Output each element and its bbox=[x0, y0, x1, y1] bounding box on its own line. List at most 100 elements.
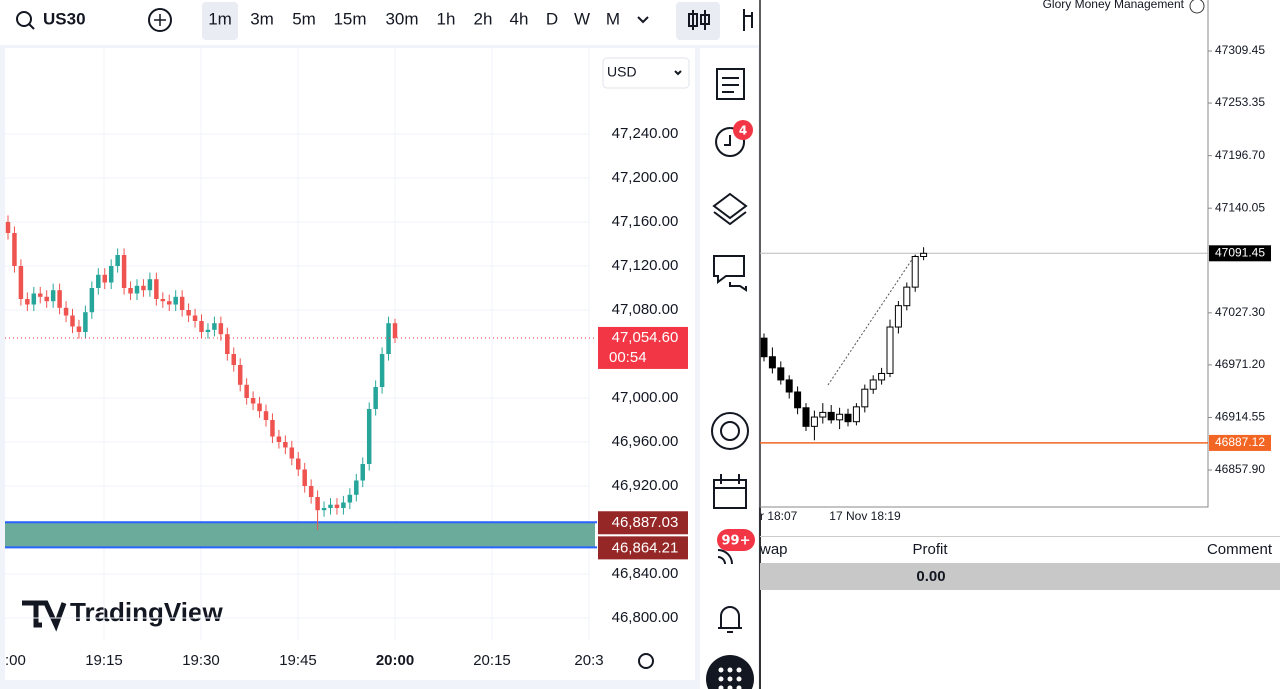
y-tick-label: 46,920.00 bbox=[612, 477, 679, 494]
watchlist-icon[interactable] bbox=[716, 68, 745, 100]
candle-body bbox=[25, 299, 30, 305]
timeframe[interactable]: 30m bbox=[385, 9, 418, 28]
apps-dot bbox=[736, 667, 742, 673]
search-icon[interactable] bbox=[16, 11, 32, 27]
candle-body bbox=[63, 307, 69, 316]
candle-body bbox=[263, 411, 269, 420]
candle-body bbox=[257, 403, 262, 412]
timeframe[interactable]: 1h bbox=[437, 9, 456, 28]
total-row bbox=[760, 563, 1280, 590]
candle-body bbox=[250, 398, 256, 404]
logo: TradingView bbox=[70, 597, 223, 627]
smiley bbox=[1189, 0, 1205, 14]
x-tick-label: 19:30 bbox=[182, 652, 220, 669]
candle-body bbox=[83, 312, 88, 332]
candle-body bbox=[205, 329, 211, 332]
candle-body bbox=[31, 293, 37, 305]
candle-body bbox=[5, 222, 11, 233]
table-top bbox=[760, 536, 1280, 537]
price-tag bbox=[598, 326, 688, 369]
timeframe[interactable]: 2h bbox=[474, 9, 493, 28]
layers-icon[interactable] bbox=[712, 192, 748, 226]
y-tick-label: 47,080.00 bbox=[612, 301, 679, 318]
chat-icon[interactable] bbox=[713, 255, 747, 292]
x-tick-label: 17 Nov 18:19 bbox=[829, 509, 901, 523]
symbol[interactable]: US30 bbox=[43, 9, 86, 28]
add-symbol[interactable] bbox=[148, 8, 172, 32]
timeframe[interactable]: 15m bbox=[333, 9, 366, 28]
price-tag-label: 47,054.60 bbox=[612, 329, 679, 346]
y-tick-label: 47253.35 bbox=[1215, 95, 1265, 109]
candle-body bbox=[903, 286, 911, 307]
candle-body bbox=[212, 323, 217, 330]
candle-body bbox=[276, 436, 282, 442]
more-timeframes[interactable] bbox=[637, 16, 649, 24]
settings-icon[interactable] bbox=[638, 653, 654, 669]
candle-body bbox=[869, 379, 877, 390]
candle-body bbox=[308, 486, 314, 497]
candle-body bbox=[173, 296, 178, 305]
candle-body bbox=[878, 372, 886, 381]
candle-body bbox=[50, 290, 56, 302]
timeframe[interactable]: M bbox=[606, 9, 620, 28]
candle-body bbox=[379, 354, 385, 387]
candle-body bbox=[347, 494, 353, 503]
timeframe[interactable]: D bbox=[546, 9, 558, 28]
candle-body bbox=[283, 442, 288, 448]
candle-body bbox=[141, 285, 146, 291]
y-tick-label: 47,160.00 bbox=[612, 213, 679, 230]
candle-body bbox=[76, 326, 82, 332]
candle-body bbox=[186, 310, 191, 316]
candle-body bbox=[366, 409, 372, 464]
y-tick-label: 47196.70 bbox=[1215, 148, 1265, 162]
timeframe[interactable]: 4h bbox=[510, 9, 529, 28]
bid-tag bbox=[1209, 245, 1271, 262]
candle-body bbox=[179, 296, 185, 310]
candle-body bbox=[89, 288, 95, 313]
x-tick-label: 20:3 bbox=[574, 652, 603, 669]
candle-body bbox=[321, 508, 327, 511]
candle-body bbox=[231, 354, 236, 365]
zone-tag bbox=[598, 511, 688, 535]
timeframe[interactable]: W bbox=[574, 9, 590, 28]
target-icon[interactable] bbox=[711, 412, 749, 450]
zone-tag-label: 46,887.03 bbox=[612, 514, 679, 531]
candle-body bbox=[121, 255, 127, 288]
candle-body bbox=[57, 290, 62, 308]
candle-body bbox=[360, 464, 365, 481]
timeframe[interactable]: 5m bbox=[292, 9, 316, 28]
candle-body bbox=[341, 502, 346, 508]
candle-body bbox=[128, 288, 133, 294]
candle-body bbox=[386, 323, 391, 354]
candle-body bbox=[844, 413, 852, 423]
candle-body bbox=[819, 411, 827, 418]
candle-body bbox=[302, 469, 307, 486]
timeframe[interactable]: 1m bbox=[208, 9, 232, 28]
candle-body bbox=[102, 274, 107, 283]
candle-body bbox=[810, 416, 818, 427]
y-tick-label: 47140.05 bbox=[1215, 200, 1265, 214]
x-tick-label: r 18:07 bbox=[760, 509, 798, 523]
x-tick-label: 20:00 bbox=[376, 652, 414, 669]
news-icon[interactable] bbox=[717, 549, 733, 565]
toolbar bbox=[0, 0, 760, 45]
candle-body bbox=[768, 356, 776, 369]
chart-type-icon[interactable] bbox=[688, 9, 753, 31]
candle-body bbox=[225, 334, 230, 354]
candle-body bbox=[296, 458, 301, 470]
y-tick-label: 46,800.00 bbox=[612, 609, 679, 626]
timeframe[interactable]: 3m bbox=[250, 9, 274, 28]
candle-body bbox=[785, 379, 793, 393]
calendar-icon[interactable] bbox=[713, 474, 747, 509]
bell-icon[interactable] bbox=[718, 606, 742, 633]
candle-body bbox=[192, 315, 198, 321]
currency[interactable]: USD bbox=[607, 64, 637, 80]
candle-body bbox=[794, 391, 802, 409]
candle-body bbox=[70, 315, 75, 327]
candle-body bbox=[328, 504, 333, 508]
candle-body bbox=[108, 266, 114, 283]
currency-select[interactable] bbox=[602, 57, 690, 89]
candle-body bbox=[920, 252, 928, 258]
candle-body bbox=[18, 266, 24, 299]
y-tick-label: 47,120.00 bbox=[612, 257, 679, 274]
